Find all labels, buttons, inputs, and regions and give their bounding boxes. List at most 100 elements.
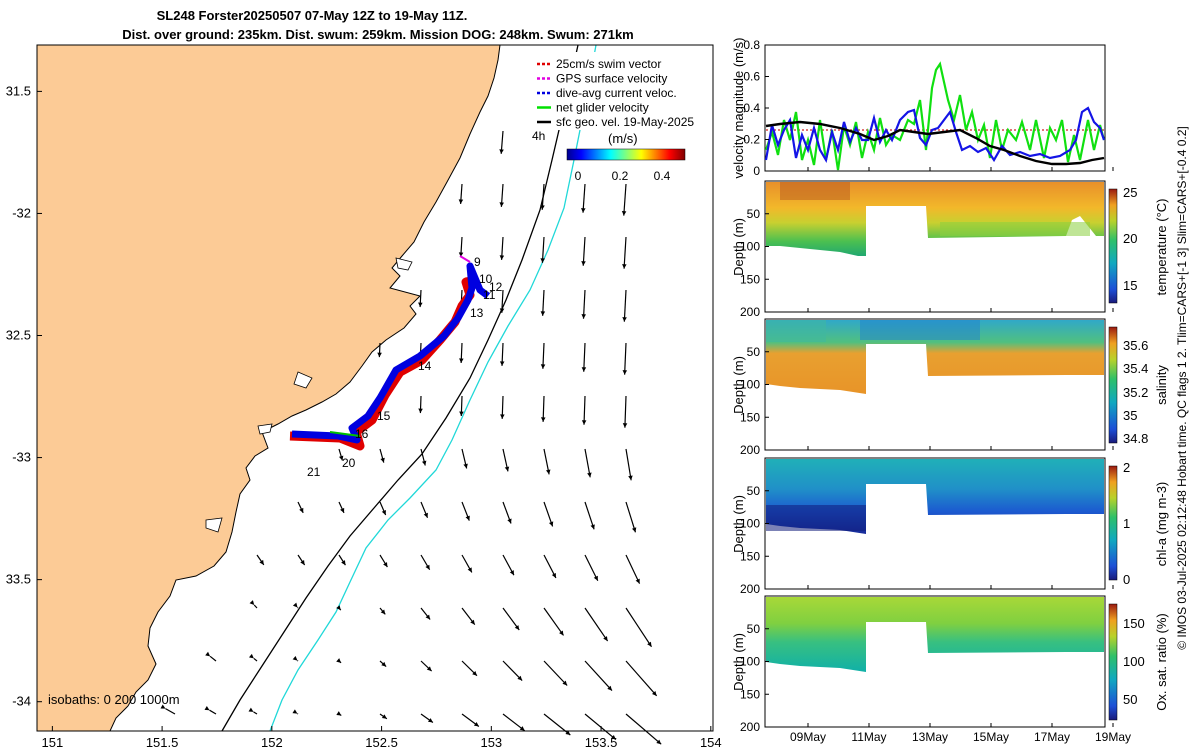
time-axis: 09May 11May 13May 15May 17May 19May (790, 167, 1131, 744)
track-day-labels: 9 10 11 12 13 14 15 16 20 21 (307, 255, 503, 479)
velocity-arrow (204, 705, 217, 715)
fresh-surface-patch (860, 320, 980, 340)
temperature-section: Depth (m) 50 100 150 200 15 20 25 temperatu… (731, 180, 1169, 319)
velocity-arrow (625, 448, 633, 481)
velocity-y-tick-label: 0.2 (743, 133, 760, 147)
velocity-y-tick-label: 0 (753, 164, 760, 178)
day-label: 14 (418, 359, 432, 373)
velocity-frame (764, 44, 1106, 172)
velocity-arrow (297, 501, 304, 514)
velocity-y-tick-label: 0.6 (743, 70, 760, 84)
velocity-arrow (205, 651, 217, 662)
velocity-arrow (249, 600, 258, 609)
day-label: 13 (470, 306, 484, 320)
oxygen-cbar-tick: 50 (1123, 692, 1137, 707)
depth-tick-label: 50 (747, 484, 761, 498)
velocity-arrow (336, 711, 342, 717)
depth-tick-label: 200 (740, 720, 760, 734)
velocity-arrow (543, 607, 565, 636)
velocity-arrow (338, 448, 344, 461)
map-x-tick-label: 151 (42, 735, 64, 750)
velocity-arrow (420, 448, 427, 466)
velocity-ylabel: velocity magnitude (m/s) (731, 38, 746, 179)
depth-tick-label: 50 (747, 207, 761, 221)
velocity-arrow (379, 660, 387, 668)
warm-surface-patch (780, 182, 850, 200)
temperature-y-axis: 50 100 150 200 (740, 207, 769, 319)
legend-extra: 4h (532, 129, 545, 143)
velocity-arrow (292, 709, 299, 715)
depth-tick-label: 150 (740, 687, 760, 701)
velocity-arrow (256, 554, 265, 566)
velocity-arrow (377, 342, 382, 358)
velocity-arrow (499, 342, 505, 366)
map-y-tick-label: -33 (12, 450, 31, 465)
gps-velocity-trace (459, 255, 471, 263)
salinity-cbar-tick: 35.6 (1123, 338, 1148, 353)
depth-tick-label: 200 (740, 443, 760, 457)
chla-cbar-tick: 0 (1123, 572, 1130, 587)
map-x-tick-label: 154 (700, 735, 722, 750)
velocity-y-axis: 0 0.2 0.4 0.6 0.8 (743, 38, 769, 178)
depth-tick-label: 100 (740, 517, 760, 531)
velocity-arrow (160, 704, 176, 715)
chla-cbar-tick: 2 (1123, 460, 1130, 475)
velocity-arrow (622, 395, 628, 428)
velocity-arrow (459, 395, 464, 417)
provenance-note: © IMOS 03-Jul-2025 02:12:48 Hobart time.… (1175, 126, 1189, 650)
map-x-axis: 151 151.5 152 152.5 153 153.5 154 (42, 726, 722, 750)
legend-label: 25cm/s swim vector (556, 57, 661, 71)
velocity-arrow (502, 660, 523, 681)
velocity-arrow (420, 713, 434, 724)
velocity-panel: 0 0.2 0.4 0.6 0.8 velocity magnitude (m/s) (731, 38, 1106, 179)
oxygen-cbar-tick: 150 (1123, 616, 1145, 631)
day-label: 10 (479, 272, 493, 286)
colorbar-tick: 0 (575, 169, 582, 183)
temperature-cbar-tick: 20 (1123, 231, 1137, 246)
temperature-cbar-tick: 25 (1123, 185, 1137, 200)
salinity-colorbar (1108, 326, 1118, 444)
temperature-field (766, 182, 1104, 256)
velocity-arrow (625, 554, 641, 584)
velocity-arrow (379, 501, 387, 516)
salinity-cbar-tick: 34.8 (1123, 431, 1148, 446)
velocity-arrow (543, 660, 568, 686)
figure-title-line1: SL248 Forster20250507 07-May 12Z to 19-M… (157, 8, 468, 23)
map-y-tick-label: -32 (12, 205, 31, 220)
velocity-arrow (500, 395, 505, 419)
velocity-arrow (584, 501, 595, 530)
day-label: 20 (342, 456, 356, 470)
salinity-cbar-tick: 35 (1123, 408, 1137, 423)
velocity-arrow (543, 713, 571, 736)
velocity-y-tick-label: 0.8 (743, 38, 760, 52)
temperature-colorbar (1108, 188, 1118, 304)
velocity-arrow (379, 554, 388, 568)
speed-colorbar (566, 148, 686, 161)
chla-y-axis: 50 100 150 200 (740, 484, 769, 596)
velocity-arrow (625, 713, 662, 745)
depth-tick-label: 150 (740, 272, 760, 286)
depth-tick-label: 200 (740, 305, 760, 319)
velocity-arrow (543, 501, 554, 527)
velocity-arrow (540, 395, 546, 422)
depth-tick-label: 100 (740, 378, 760, 392)
velocity-arrow (584, 448, 592, 478)
depth-tick-label: 50 (747, 345, 761, 359)
time-tick-label: 15May (973, 730, 1009, 744)
map-y-tick-label: 31.5 (6, 83, 31, 98)
chla-cbar-tick: 1 (1123, 516, 1130, 531)
thermocline-band (940, 222, 1090, 236)
velocity-arrow (420, 554, 431, 571)
coastal-lake (395, 257, 413, 271)
salinity-cbar-tick: 35.2 (1123, 385, 1148, 400)
isobath-1000m (269, 44, 597, 732)
velocity-arrow (540, 236, 545, 263)
velocity-arrow (584, 554, 599, 582)
velocity-arrow (379, 607, 386, 615)
map-frame (36, 44, 714, 732)
velocity-arrow (420, 501, 429, 519)
velocity-arrow (338, 554, 346, 566)
depth-label: Depth (m) (731, 218, 746, 276)
velocity-arrow (461, 554, 473, 573)
